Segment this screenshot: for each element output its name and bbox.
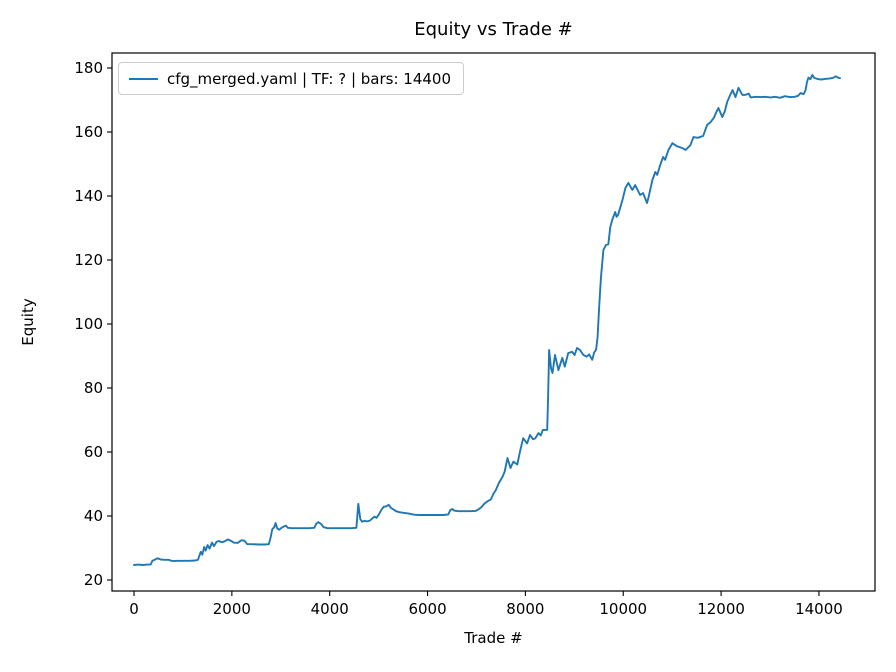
- y-tick-label: 120: [74, 251, 103, 269]
- y-tick-label: 180: [74, 59, 103, 77]
- equity-curve: [133, 74, 841, 566]
- y-tick-label: 80: [84, 379, 103, 397]
- y-tick-label: 160: [74, 123, 103, 141]
- legend: cfg_merged.yaml | TF: ? | bars: 14400: [118, 62, 465, 95]
- x-tick-label: 6000: [408, 600, 446, 618]
- x-tick-label: 12000: [697, 600, 745, 618]
- x-tick-label: 4000: [311, 600, 349, 618]
- legend-line-sample-icon: [129, 77, 158, 80]
- x-tick-label: 14000: [795, 600, 843, 618]
- y-tick-label: 20: [84, 571, 103, 589]
- x-tick-label: 2000: [213, 600, 251, 618]
- x-tick-label: 10000: [599, 600, 647, 618]
- legend-label: cfg_merged.yaml | TF: ? | bars: 14400: [167, 69, 452, 88]
- x-axis-label: Trade #: [464, 629, 523, 647]
- y-tick-label: 40: [84, 507, 103, 525]
- x-tick-label: 0: [129, 600, 139, 618]
- chart-title: Equity vs Trade #: [414, 19, 573, 40]
- x-tick-label: 8000: [506, 600, 544, 618]
- y-axis-label: Equity: [19, 298, 37, 346]
- y-tick-label: 140: [74, 187, 103, 205]
- axes-frame: [111, 52, 876, 592]
- y-tick-label: 100: [74, 315, 103, 333]
- y-tick-label: 60: [84, 443, 103, 461]
